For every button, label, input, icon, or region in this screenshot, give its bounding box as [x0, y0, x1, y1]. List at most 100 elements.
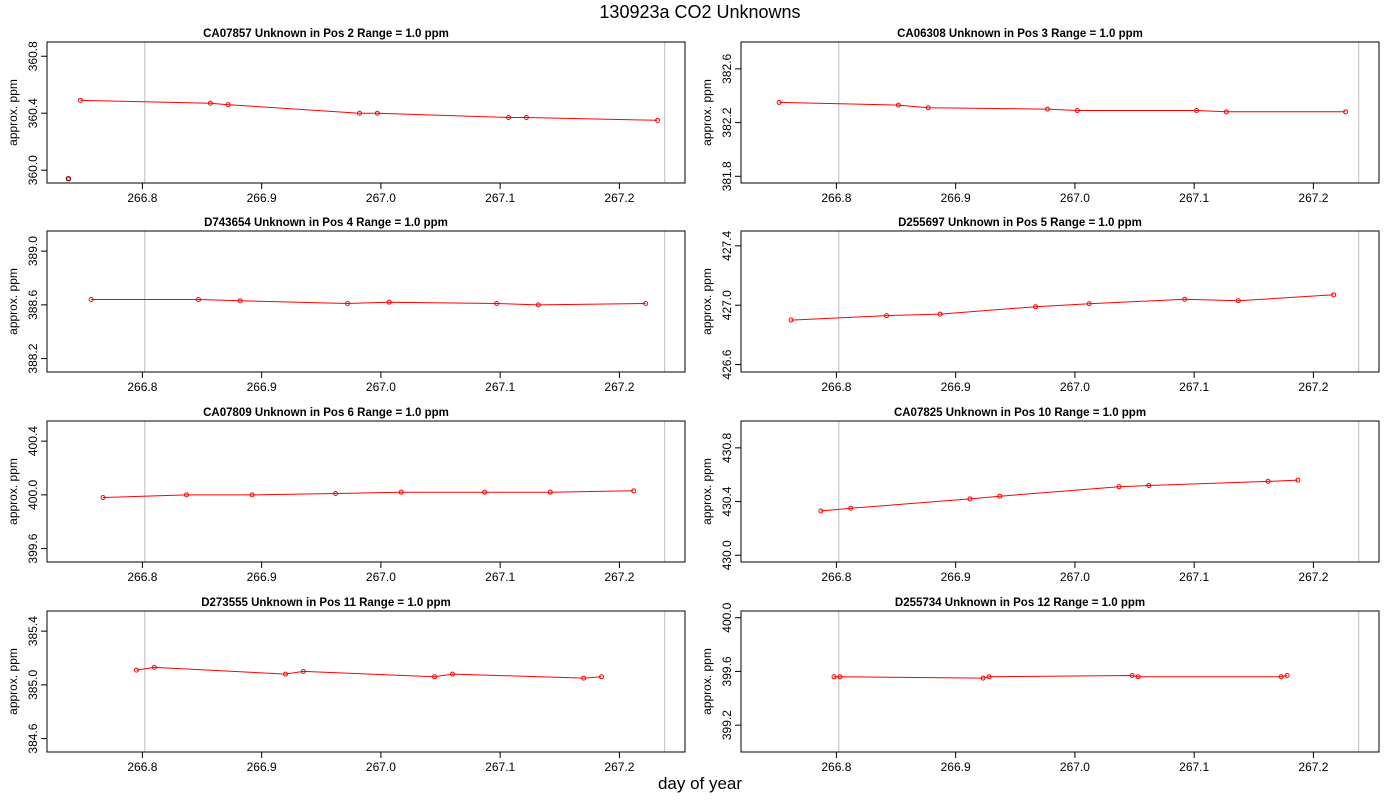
y-tick-label: 400.0 [26, 480, 40, 510]
x-tick-label: 266.8 [821, 191, 851, 205]
y-tick-label: 388.2 [26, 343, 40, 373]
series-line [820, 479, 1298, 512]
y-axis-label: approx. ppm [6, 268, 20, 335]
data-point [1044, 106, 1050, 112]
panel-title: CA07809 Unknown in Pos 6 Range = 1.0 ppm [203, 407, 449, 419]
data-point [482, 489, 488, 495]
x-tick-label: 266.8 [127, 380, 157, 394]
plot-frame [46, 420, 686, 563]
x-tick-label: 267.2 [1298, 760, 1328, 774]
data-point [1295, 477, 1301, 483]
y-tick-label: 385.0 [26, 670, 40, 700]
data-point [77, 97, 83, 103]
x-tick-label: 267.0 [366, 760, 396, 774]
data-point [967, 496, 973, 502]
data-point [237, 298, 243, 304]
x-tick-label: 266.9 [247, 380, 277, 394]
data-point [1235, 298, 1241, 304]
data-point [88, 296, 94, 302]
data-point [1284, 672, 1290, 678]
panel-1: CA07857 Unknown in Pos 2 Range = 1.0 ppm… [6, 28, 686, 205]
y-tick-label: 385.4 [26, 616, 40, 646]
data-point [1194, 107, 1200, 113]
y-axis-label: approx. ppm [700, 79, 714, 146]
y-tick-label: 382.2 [720, 107, 734, 137]
data-point [1182, 296, 1188, 302]
data-point [374, 110, 380, 116]
x-tick-label: 267.2 [604, 760, 634, 774]
data-point [449, 671, 455, 677]
y-tick-label: 381.8 [720, 161, 734, 191]
data-point [535, 302, 541, 308]
y-tick-label: 427.4 [720, 231, 734, 261]
figure-title: 130923a CO2 Unknowns [599, 2, 801, 22]
data-point [506, 114, 512, 120]
x-tick-label: 267.1 [1179, 380, 1209, 394]
y-axis-label: approx. ppm [700, 458, 714, 525]
x-tick-label: 267.2 [604, 570, 634, 584]
data-point [184, 492, 190, 498]
figure-xlabel: day of year [657, 774, 743, 793]
x-tick-label: 266.9 [247, 191, 277, 205]
y-tick-label: 382.6 [720, 54, 734, 84]
x-tick-label: 267.1 [1179, 191, 1209, 205]
data-point [356, 110, 362, 116]
y-tick-label: 399.2 [720, 710, 734, 740]
x-tick-label: 267.2 [604, 380, 634, 394]
data-point [398, 489, 404, 495]
x-tick-label: 266.8 [821, 570, 851, 584]
data-point [283, 671, 289, 677]
x-tick-label: 267.0 [1060, 570, 1090, 584]
data-point [1265, 478, 1271, 484]
y-axis-label: approx. ppm [700, 268, 714, 335]
data-point [225, 102, 231, 108]
y-tick-label: 399.6 [26, 533, 40, 563]
data-point [345, 301, 351, 307]
data-point [1278, 674, 1284, 680]
outlier-point [65, 176, 72, 182]
panel-title: CA07825 Unknown in Pos 10 Range = 1.0 pp… [894, 407, 1146, 419]
data-point [1086, 301, 1092, 307]
panel-8: D255734 Unknown in Pos 12 Range = 1.0 pp… [700, 597, 1380, 774]
data-point [925, 105, 931, 111]
x-tick-label: 267.2 [1298, 570, 1328, 584]
data-point [788, 317, 794, 323]
panel-7: D273555 Unknown in Pos 11 Range = 1.0 pp… [6, 597, 686, 774]
series-line [102, 490, 634, 498]
data-point [986, 674, 992, 680]
y-tick-label: 430.4 [720, 486, 734, 516]
x-tick-label: 267.0 [1060, 380, 1090, 394]
data-point [581, 675, 587, 681]
data-point [818, 508, 824, 514]
plot-frame [740, 230, 1380, 373]
panel-title: CA06308 Unknown in Pos 3 Range = 1.0 ppm [897, 28, 1143, 40]
y-tick-label: 360.8 [26, 41, 40, 71]
series-line [791, 294, 1334, 321]
x-tick-label: 266.9 [941, 191, 971, 205]
y-tick-label: 360.0 [26, 155, 40, 185]
x-tick-label: 267.1 [1179, 760, 1209, 774]
data-point [599, 674, 605, 680]
data-point [937, 311, 943, 317]
data-point [776, 99, 782, 105]
series-line [80, 99, 658, 121]
data-point [1223, 109, 1229, 115]
data-point [133, 667, 139, 673]
y-tick-label: 400.0 [720, 602, 734, 632]
panel-title: D255697 Unknown in Pos 5 Range = 1.0 ppm [898, 217, 1142, 229]
panel-3: D743654 Unknown in Pos 4 Range = 1.0 ppm… [6, 217, 686, 394]
panel-5: CA07809 Unknown in Pos 6 Range = 1.0 ppm… [6, 407, 686, 584]
panel-title: CA07857 Unknown in Pos 2 Range = 1.0 ppm [203, 28, 449, 40]
data-point [1331, 292, 1337, 298]
x-tick-label: 267.1 [1179, 570, 1209, 584]
data-point [837, 674, 843, 680]
x-tick-label: 266.8 [127, 570, 157, 584]
y-tick-label: 399.6 [720, 656, 734, 686]
data-point [547, 489, 553, 495]
series-line [834, 674, 1288, 679]
data-point [1033, 304, 1039, 310]
data-point [494, 301, 500, 307]
series-line [91, 299, 646, 306]
